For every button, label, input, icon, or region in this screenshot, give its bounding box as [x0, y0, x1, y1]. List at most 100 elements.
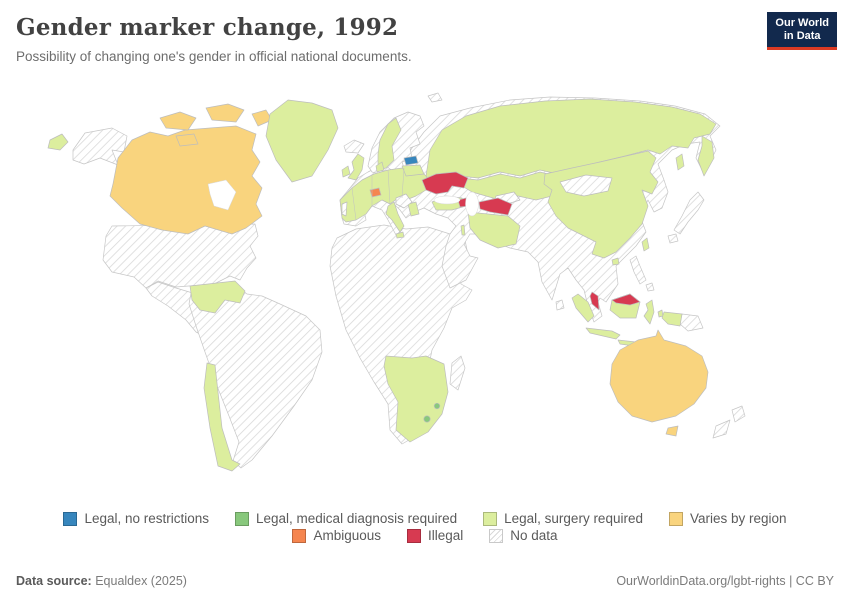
region-papua-new-guinea[interactable] — [679, 313, 704, 332]
legend-item-ambiguous[interactable]: Ambiguous — [292, 528, 381, 543]
legend-swatch-no_data — [489, 528, 504, 543]
region-new-zealand-south[interactable] — [712, 419, 731, 439]
country-lesotho[interactable] — [423, 415, 431, 423]
legend-label-legal_no_restrictions: Legal, no restrictions — [84, 511, 210, 526]
chart-title: Gender marker change, 1992 — [16, 14, 399, 41]
legend-swatch-varies_by_region — [668, 511, 683, 526]
legend-row-1: Legal, no restrictions Legal, medical dia… — [0, 511, 850, 526]
legend-item-legal_no_restrictions[interactable]: Legal, no restrictions — [63, 511, 209, 526]
border-line-1 — [351, 187, 357, 221]
country-ukraine[interactable] — [421, 171, 469, 195]
country-canada-arctic-4[interactable] — [175, 133, 199, 147]
owid-logo-line1: Our World — [775, 17, 829, 29]
region-madagascar[interactable] — [449, 355, 466, 391]
border-line-3 — [387, 169, 391, 205]
region-portugal[interactable] — [341, 201, 348, 217]
legend-item-illegal[interactable]: Illegal — [406, 528, 464, 543]
region-sri-lanka[interactable] — [555, 299, 565, 311]
owid-logo-line2: in Data — [783, 30, 821, 42]
region-svalbard[interactable] — [427, 92, 443, 103]
legend-label-legal_medical: Legal, medical diagnosis required — [256, 511, 458, 526]
data-source-label: Data source: — [16, 574, 92, 588]
chart-footer: Data source: Equaldex (2025) OurWorldinD… — [16, 574, 834, 588]
legend-item-varies_by_region[interactable]: Varies by region — [668, 511, 787, 526]
country-greece[interactable] — [407, 201, 420, 217]
owid-logo[interactable]: Our World in Data — [767, 12, 837, 50]
legend-swatch-legal_surgery — [483, 511, 498, 526]
country-china[interactable] — [543, 150, 659, 259]
country-eswatini[interactable] — [433, 402, 441, 410]
legend-item-legal_medical[interactable]: Legal, medical diagnosis required — [235, 511, 457, 526]
region-balkans[interactable] — [395, 193, 413, 209]
country-iran[interactable] — [467, 211, 521, 249]
region-japan-south[interactable] — [667, 233, 679, 244]
country-canada-arctic-1[interactable] — [159, 111, 197, 131]
country-sweden[interactable] — [377, 117, 402, 171]
country-russia[interactable] — [425, 98, 717, 185]
country-turkmenistan[interactable] — [478, 197, 513, 216]
chart-header: Gender marker change, 1992 Possibility o… — [16, 14, 750, 64]
country-baltics[interactable] — [401, 164, 425, 177]
region-africa[interactable] — [329, 224, 473, 445]
country-malaysia-borneo[interactable] — [611, 293, 641, 306]
country-namibia-south-africa[interactable] — [383, 355, 449, 443]
legend-swatch-legal_no_restrictions — [63, 511, 78, 526]
footer-link[interactable]: OurWorldinData.org/lgbt-rights | CC BY — [616, 574, 834, 588]
chart-subtitle: Possibility of changing one's gender in … — [16, 49, 412, 64]
data-source: Data source: Equaldex (2025) — [16, 574, 187, 588]
country-indonesia-west-new-guinea[interactable] — [661, 311, 683, 327]
region-philippines-south[interactable] — [645, 282, 655, 292]
region-japan[interactable] — [673, 191, 705, 235]
country-ireland[interactable] — [341, 165, 351, 178]
water-caspian-sea — [465, 191, 479, 217]
legend-item-no_data[interactable]: No data — [489, 528, 558, 543]
legend-row-2: Ambiguous Illegal No data — [0, 528, 850, 543]
country-greenland[interactable] — [265, 99, 339, 183]
region-usa[interactable] — [102, 223, 259, 289]
legend-label-ambiguous: Ambiguous — [313, 528, 381, 543]
region-mongolia[interactable] — [559, 174, 613, 197]
country-indonesia-java[interactable] — [585, 327, 621, 340]
map-legend: Legal, no restrictions Legal, medical dia… — [0, 509, 850, 543]
legend-swatch-illegal — [406, 528, 421, 543]
legend-label-illegal: Illegal — [427, 528, 464, 543]
country-russia-kamchatka[interactable] — [697, 135, 715, 177]
world-map[interactable] — [0, 88, 850, 506]
country-sicily[interactable] — [395, 231, 405, 239]
region-alaska[interactable] — [72, 127, 128, 166]
country-italy[interactable] — [385, 201, 405, 233]
water-black-sea — [433, 195, 461, 205]
legend-label-legal_surgery: Legal, surgery required — [504, 511, 643, 526]
country-switzerland[interactable] — [369, 187, 382, 198]
country-taiwan[interactable] — [641, 237, 650, 252]
country-indonesia-sulawesi[interactable] — [643, 299, 655, 325]
country-russia-sakhalin[interactable] — [675, 153, 685, 171]
legend-label-no_data: No data — [510, 528, 558, 543]
country-australia[interactable] — [609, 329, 709, 423]
country-denmark[interactable] — [375, 161, 385, 173]
water-hudson-bay — [207, 179, 237, 211]
country-estonia[interactable] — [403, 155, 419, 166]
legend-item-legal_surgery[interactable]: Legal, surgery required — [483, 511, 643, 526]
country-israel[interactable] — [460, 224, 466, 236]
country-chile[interactable] — [203, 362, 241, 472]
country-hainan[interactable] — [611, 257, 620, 266]
country-indonesia-moluccas[interactable] — [657, 309, 664, 318]
region-new-zealand-north[interactable] — [731, 405, 746, 423]
country-malaysia-peninsula[interactable] — [589, 291, 600, 311]
data-source-value[interactable]: Equaldex (2025) — [91, 574, 187, 588]
legend-label-varies_by_region: Varies by region — [689, 511, 787, 526]
country-australia-tasmania[interactable] — [665, 425, 679, 437]
map-container — [0, 88, 850, 506]
region-philippines[interactable] — [629, 255, 647, 285]
region-iceland[interactable] — [343, 139, 365, 154]
legend-swatch-ambiguous — [292, 528, 307, 543]
country-indonesia-sumatra[interactable] — [571, 293, 595, 323]
country-russia-chukotka[interactable] — [47, 133, 69, 151]
country-canada-arctic-2[interactable] — [205, 103, 245, 123]
border-line-4 — [401, 167, 405, 199]
country-colombia-venezuela[interactable] — [189, 280, 246, 314]
country-united-kingdom[interactable] — [347, 153, 365, 181]
legend-swatch-legal_medical — [235, 511, 250, 526]
